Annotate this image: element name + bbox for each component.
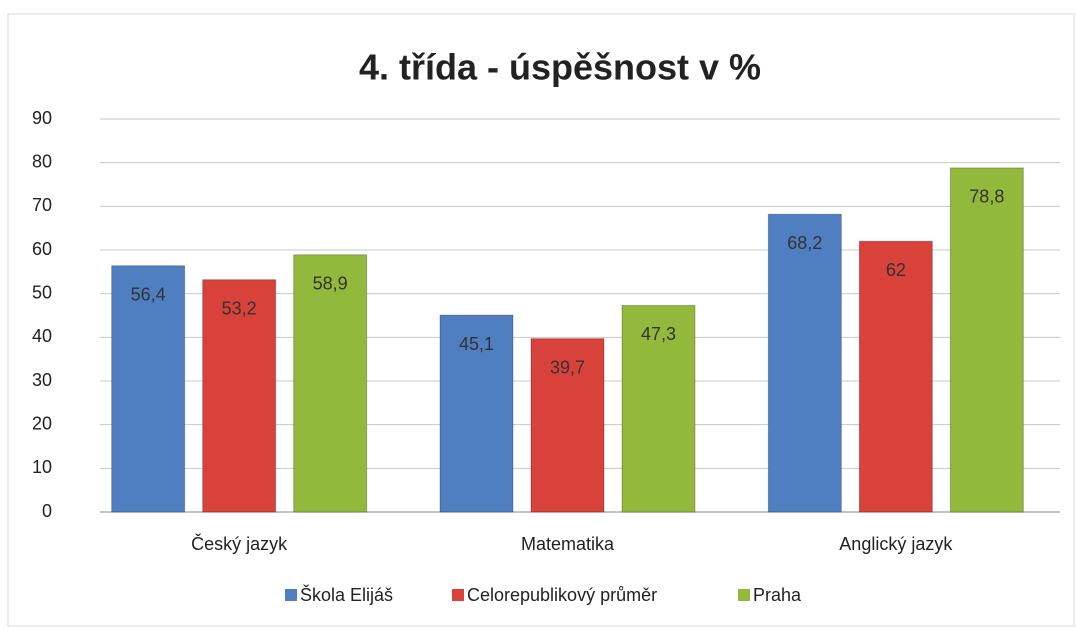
y-tick-label: 40 [32,326,52,346]
bar [858,240,933,513]
legend-label: Celorepublikový průměr [467,585,657,605]
bar [293,254,368,513]
legend-label: Praha [753,585,802,605]
legend-swatch [738,589,750,601]
data-label: 68,2 [787,233,822,253]
data-label: 39,7 [550,357,585,377]
x-tick-label: Český jazyk [191,533,288,554]
y-tick-label: 0 [42,501,52,521]
bar [767,213,842,513]
legend-label: Škola Elijáš [300,584,393,605]
y-tick-label: 50 [32,282,52,302]
data-label: 78,8 [969,187,1004,207]
y-tick-label: 70 [32,195,52,215]
y-tick-label: 20 [32,413,52,433]
data-label: 45,1 [459,334,494,354]
bar [530,338,605,513]
data-label: 56,4 [131,284,166,304]
x-tick-label: Matematika [521,534,615,554]
y-tick-label: 60 [32,239,52,259]
y-tick-label: 10 [32,457,52,477]
data-label: 58,9 [313,274,348,294]
bar [439,314,514,513]
data-label: 62 [886,260,906,280]
x-tick-label: Anglický jazyk [839,534,953,554]
legend-swatch [285,589,297,601]
bar [111,265,186,513]
legend-swatch [452,589,464,601]
chart-title: 4. třída - úspěšnost v % [359,47,761,88]
bar [949,167,1024,513]
data-label: 53,2 [222,298,257,318]
y-tick-label: 30 [32,370,52,390]
data-label: 47,3 [641,324,676,344]
y-tick-label: 90 [32,108,52,128]
y-tick-label: 80 [32,151,52,171]
bar [202,279,277,513]
bar [621,304,696,513]
